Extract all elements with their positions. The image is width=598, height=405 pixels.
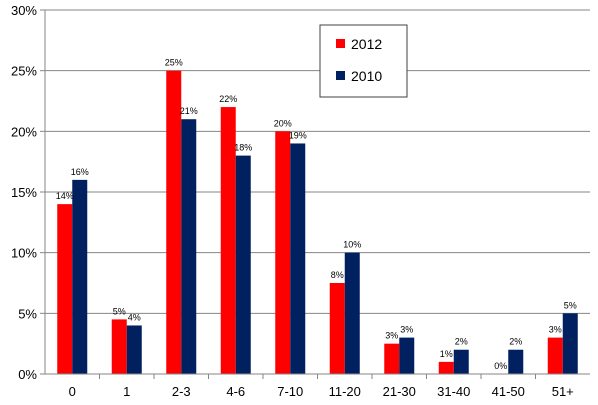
gridlines — [40, 9, 590, 375]
bar-2010-41-50 — [508, 349, 524, 374]
bar-2010-2-3 — [181, 119, 197, 374]
bar-2012-1 — [111, 319, 127, 374]
data-label-2010-0: 16% — [71, 167, 89, 177]
y-tick-label: 30% — [11, 3, 37, 18]
data-label-2010-11-20: 10% — [343, 240, 361, 250]
bar-2012-7-10 — [275, 131, 291, 374]
bar-2012-4-6 — [220, 107, 236, 375]
x-tick-label: 1 — [123, 384, 130, 399]
legend-label-2012: 2012 — [351, 36, 382, 52]
legend: 2012 2010 — [319, 24, 408, 98]
bar-2012-11-20 — [329, 283, 345, 374]
data-label-2012-4-6: 22% — [219, 94, 237, 104]
x-tick-label: 41-50 — [492, 384, 525, 399]
y-tick-label: 0% — [18, 367, 37, 382]
data-label-2012-0: 14% — [56, 191, 74, 201]
data-label-2012-31-40: 1% — [440, 349, 453, 359]
x-tick-label: 51+ — [552, 384, 574, 399]
y-tick-label: 10% — [11, 246, 37, 261]
y-tick-label: 5% — [18, 306, 37, 321]
bar-2010-4-6 — [235, 155, 251, 374]
bar-2012-51+ — [547, 337, 563, 374]
legend-swatch-2010 — [336, 71, 345, 80]
bar-2010-0 — [72, 179, 88, 374]
x-tick-label: 2-3 — [172, 384, 191, 399]
bar-2010-1 — [126, 325, 142, 374]
bar-2010-7-10 — [290, 143, 306, 374]
legend-swatch-2012 — [336, 39, 345, 48]
data-label-2012-1: 5% — [113, 306, 126, 316]
data-label-2012-21-30: 3% — [385, 331, 398, 341]
x-axis-tick-labels: 0 1 2-3 4-6 7-10 11-20 21-30 31-40 41-50 51+ — [69, 374, 574, 399]
data-label-2010-7-10: 19% — [289, 130, 307, 140]
x-tick-label: 11-20 — [329, 384, 361, 399]
data-label-2010-1: 4% — [128, 312, 141, 322]
bar-2010-11-20 — [344, 252, 360, 374]
legend-label-2010: 2010 — [351, 68, 382, 84]
x-tick-label: 31-40 — [437, 384, 470, 399]
data-label-2012-51+: 3% — [549, 325, 562, 335]
data-label-2010-31-40: 2% — [455, 337, 468, 347]
bar-2010-31-40 — [453, 349, 469, 374]
bar-2012-0 — [57, 204, 73, 374]
y-tick-label: 20% — [11, 124, 37, 139]
y-tick-label: 15% — [11, 185, 37, 200]
bar-2010-51+ — [562, 313, 578, 374]
bar-2010-21-30 — [399, 337, 415, 374]
x-tick-label: 4-6 — [226, 384, 245, 399]
data-labels: 14%16%5%4%25%21%22%18%20%19%8%10%3%3%1%2… — [56, 58, 577, 371]
data-label-2010-51+: 5% — [564, 300, 577, 310]
data-label-2012-2-3: 25% — [165, 58, 183, 68]
y-axis-tick-labels: 0% 5% 10% 15% 20% 25% 30% — [11, 3, 37, 382]
bars — [57, 70, 578, 375]
bar-2012-21-30 — [384, 343, 400, 374]
data-label-2010-2-3: 21% — [180, 106, 198, 116]
data-label-2010-41-50: 2% — [509, 337, 522, 347]
legend-box — [319, 24, 408, 98]
bar-2012-31-40 — [438, 361, 454, 374]
bar-2012-2-3 — [166, 70, 182, 375]
data-label-2012-41-50: 0% — [494, 361, 507, 371]
x-tick-label: 21-30 — [383, 384, 416, 399]
x-tick-label: 0 — [69, 384, 76, 399]
data-label-2010-4-6: 18% — [234, 143, 252, 153]
y-tick-label: 25% — [11, 64, 37, 79]
x-tick-label: 7-10 — [277, 384, 303, 399]
data-label-2010-21-30: 3% — [400, 325, 413, 335]
data-label-2012-7-10: 20% — [274, 118, 292, 128]
data-label-2012-11-20: 8% — [331, 270, 344, 280]
